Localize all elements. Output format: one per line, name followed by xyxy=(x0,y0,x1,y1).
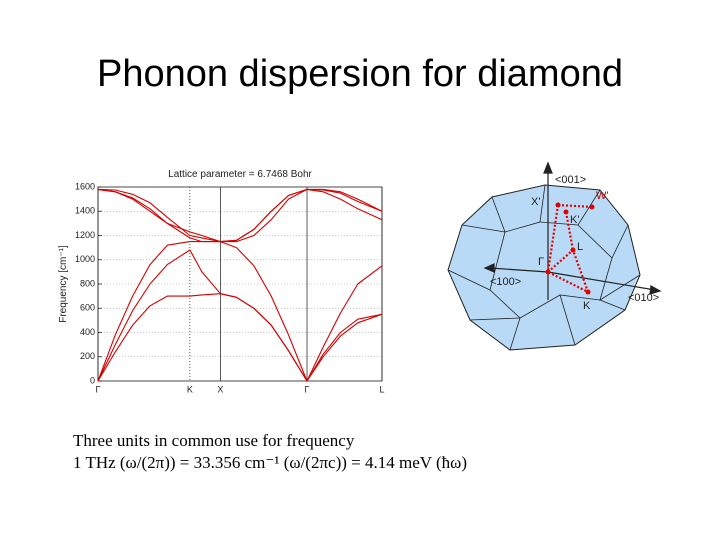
y-tick-label: 800 xyxy=(80,278,95,288)
y-tick-label: 400 xyxy=(80,327,95,337)
x-tick-label: Γ xyxy=(96,384,101,394)
dispersion-branch xyxy=(97,188,383,243)
y-tick-label: 1200 xyxy=(75,230,95,240)
x-tick-label: Γ xyxy=(305,384,310,394)
y-tick-label: 0 xyxy=(90,375,95,385)
x-tick-label: L xyxy=(379,384,384,394)
zone-label: K xyxy=(583,300,591,312)
zone-label: W' xyxy=(596,190,608,202)
chart-title: Lattice parameter = 6.7468 Bohr xyxy=(168,169,312,180)
x-tick-label: X xyxy=(217,384,223,394)
note-line: Three units in common use for frequency xyxy=(73,431,355,450)
zone-label: <100> xyxy=(490,276,521,288)
axis-arrows xyxy=(483,161,662,300)
x-tick-label: K xyxy=(187,384,193,394)
dispersion-branch xyxy=(97,241,383,382)
zone-label: <001> xyxy=(555,174,586,186)
dispersion-branch xyxy=(97,188,383,243)
zone-label: L xyxy=(577,241,583,253)
dispersion-branch xyxy=(97,249,383,382)
zone-label: K' xyxy=(570,214,579,226)
zone-label: X' xyxy=(531,196,540,208)
symmetry-points xyxy=(545,202,595,295)
plot-frame xyxy=(97,186,383,382)
zone-label: Γ xyxy=(538,256,544,268)
brillouin-zone: <001> W' X' K' L Γ <100> K <010> xyxy=(447,161,662,351)
symmetry-path xyxy=(546,203,593,295)
y-tick-label: 1600 xyxy=(75,181,95,191)
y-tick-label: 1400 xyxy=(75,206,95,216)
y-axis-label: Frequency [cm⁻¹] xyxy=(58,245,69,323)
chart: Lattice parameter = 6.7468 Bohr Frequenc… xyxy=(58,169,385,394)
y-tick-label: 200 xyxy=(80,351,95,361)
slide-title: Phonon dispersion for diamond xyxy=(97,53,623,95)
y-tick-label: 1000 xyxy=(75,254,95,264)
y-tick-label: 600 xyxy=(80,303,95,313)
zone-outline xyxy=(447,184,641,351)
note-line: 1 THz (ω/(2π)) = 33.356 cm⁻¹ (ω/(2πc)) =… xyxy=(73,453,467,472)
zone-edges xyxy=(447,184,641,351)
zone-label: <010> xyxy=(628,292,659,304)
